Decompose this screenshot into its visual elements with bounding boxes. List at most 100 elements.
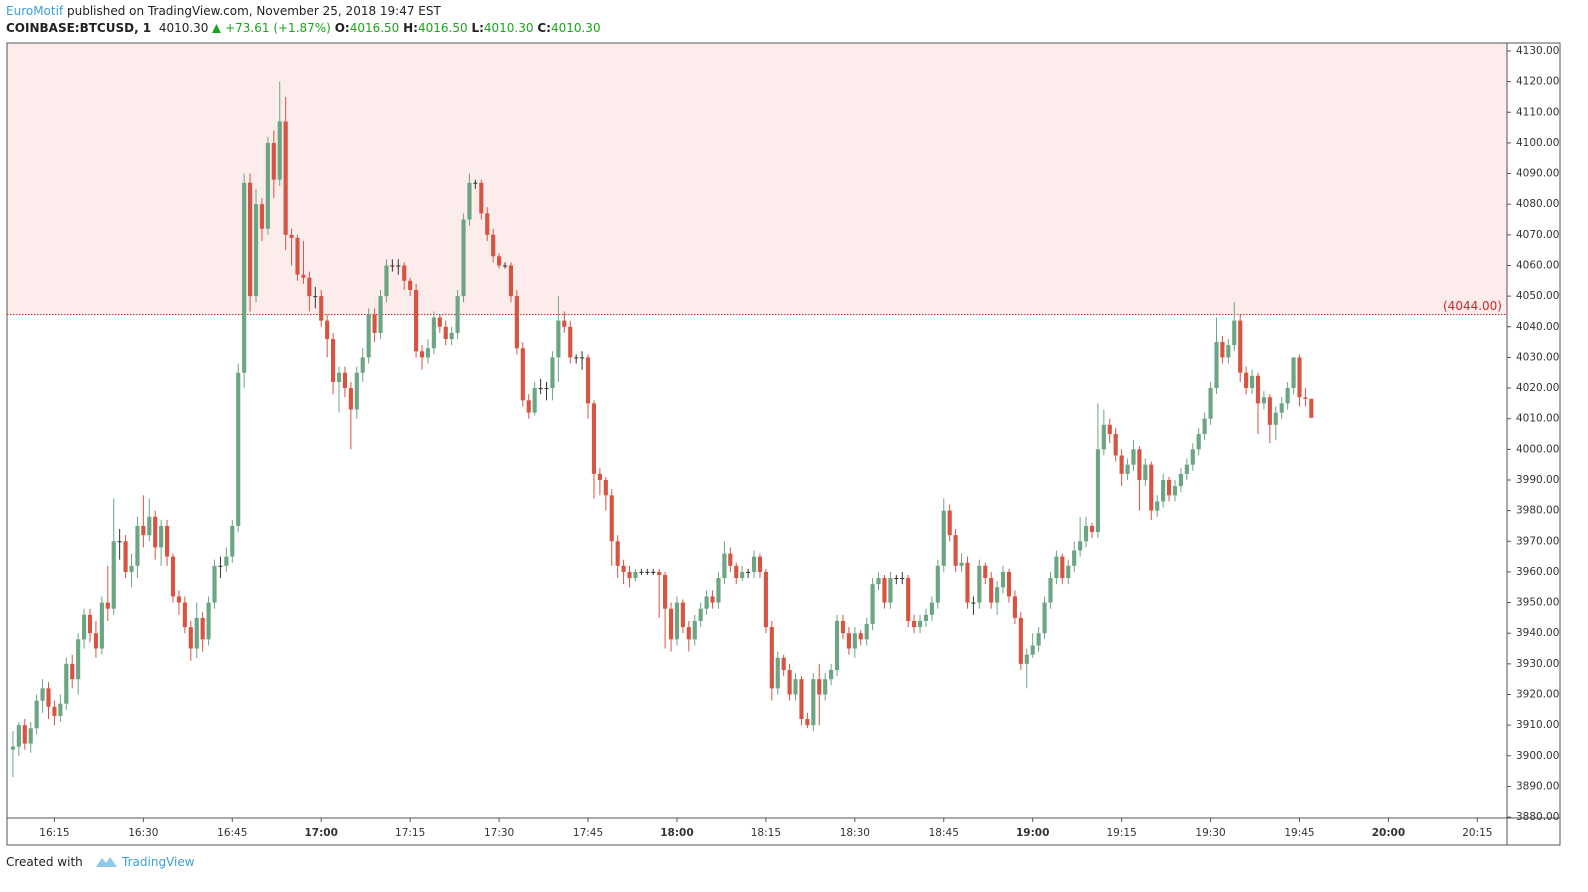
last-price: 4010.30	[158, 21, 209, 35]
candle-body	[378, 296, 383, 333]
candle-body	[259, 204, 265, 229]
candle-body	[965, 562, 970, 603]
candle-body	[746, 571, 751, 573]
y-tick-label: 3950.00	[1516, 597, 1559, 609]
candle-body	[1291, 357, 1296, 389]
candle-body	[1101, 424, 1106, 450]
candle-body	[876, 578, 881, 585]
footer: Created with TradingView	[6, 854, 195, 869]
candle-body	[698, 608, 703, 621]
candle-body	[461, 219, 466, 297]
candle-body	[1012, 596, 1017, 618]
y-tick-label: 4080.00	[1516, 198, 1559, 210]
candle-body	[170, 556, 176, 597]
x-tick-label: 18:15	[751, 827, 781, 839]
candle-body	[989, 578, 994, 603]
symbol: COINBASE:BTCUSD, 1	[6, 21, 152, 35]
candle-body	[336, 372, 342, 382]
candle-body	[627, 571, 632, 579]
candle-body	[70, 663, 75, 680]
candle-body	[1048, 578, 1053, 603]
candle-body	[639, 571, 644, 573]
candle-body	[242, 182, 247, 373]
x-tick-label: 18:30	[840, 827, 870, 839]
candle-body	[265, 142, 270, 229]
candle-body	[1137, 449, 1142, 480]
publish-line: EuroMotif published on TradingView.com, …	[6, 3, 601, 20]
candle-body	[1232, 320, 1237, 346]
y-tick-label: 3910.00	[1516, 719, 1559, 731]
candle-body	[473, 182, 478, 184]
candle-body	[1166, 479, 1172, 496]
candle-body	[953, 535, 958, 566]
candle-body	[431, 317, 436, 349]
ohlc-key: L:	[471, 21, 484, 35]
candle-body	[680, 602, 685, 628]
ohlc-key: C:	[537, 21, 551, 35]
candle-body	[556, 320, 561, 358]
candle-body	[906, 578, 911, 621]
up-arrow	[212, 24, 222, 33]
ohlc-key: H:	[403, 21, 418, 35]
y-tick-label: 3990.00	[1516, 474, 1559, 486]
candle-body	[82, 614, 87, 640]
candle-body	[485, 213, 490, 235]
candle-body	[645, 571, 650, 573]
candle-body	[692, 620, 697, 640]
candle-body	[1161, 479, 1166, 502]
candle-body	[1244, 372, 1249, 389]
candle-body	[728, 553, 733, 566]
candle-body	[176, 596, 182, 603]
candle-body	[1303, 397, 1308, 399]
candle-body	[271, 142, 276, 180]
candle-body	[342, 372, 348, 389]
candle-body	[1190, 449, 1195, 465]
candle-body	[182, 602, 187, 628]
candle-body	[396, 265, 401, 267]
candle-body	[580, 357, 585, 359]
candle-body	[1238, 320, 1243, 373]
y-tick-label: 4130.00	[1516, 45, 1559, 57]
candle-body	[455, 296, 460, 333]
candle-body	[817, 679, 822, 695]
candle-body	[710, 596, 715, 603]
candle-body	[1054, 556, 1059, 579]
candle-body	[52, 706, 57, 716]
y-tick-label: 3880.00	[1516, 811, 1559, 823]
candle-body	[230, 525, 235, 557]
candle-body	[834, 620, 840, 670]
published: published on TradingView.com, November 2…	[67, 4, 441, 18]
x-tick-label: 17:30	[484, 827, 514, 839]
candle-body	[722, 553, 727, 579]
candle-body	[686, 627, 691, 640]
candle-body	[289, 234, 294, 238]
y-tick-label: 4110.00	[1516, 106, 1559, 118]
candle-body	[1267, 397, 1272, 425]
candle-body	[716, 578, 721, 603]
candle-body	[1119, 455, 1124, 474]
candle-body	[852, 633, 857, 649]
y-tick-label: 4060.00	[1516, 259, 1559, 271]
candle-body	[917, 620, 923, 628]
candle-body	[1149, 464, 1154, 511]
candle-body	[1208, 388, 1213, 419]
candle-body	[597, 473, 602, 480]
candle-body	[1095, 449, 1100, 533]
candle-body	[740, 571, 745, 579]
y-tick-label: 4090.00	[1516, 168, 1559, 180]
x-tick-label: 16:30	[128, 827, 158, 839]
y-tick-label: 3930.00	[1516, 658, 1559, 670]
candle-body	[864, 624, 869, 640]
candle-body	[787, 669, 792, 695]
candle-body	[277, 121, 282, 180]
candle-body	[704, 596, 709, 609]
candle-body	[805, 719, 810, 726]
candle-body	[384, 265, 389, 297]
candle-body	[467, 182, 472, 220]
candle-body	[10, 746, 16, 750]
ohlc-value: 4016.50	[349, 21, 400, 35]
y-tick-label: 4040.00	[1516, 321, 1559, 333]
candle-body	[1143, 464, 1148, 480]
candle-body	[1000, 571, 1006, 588]
